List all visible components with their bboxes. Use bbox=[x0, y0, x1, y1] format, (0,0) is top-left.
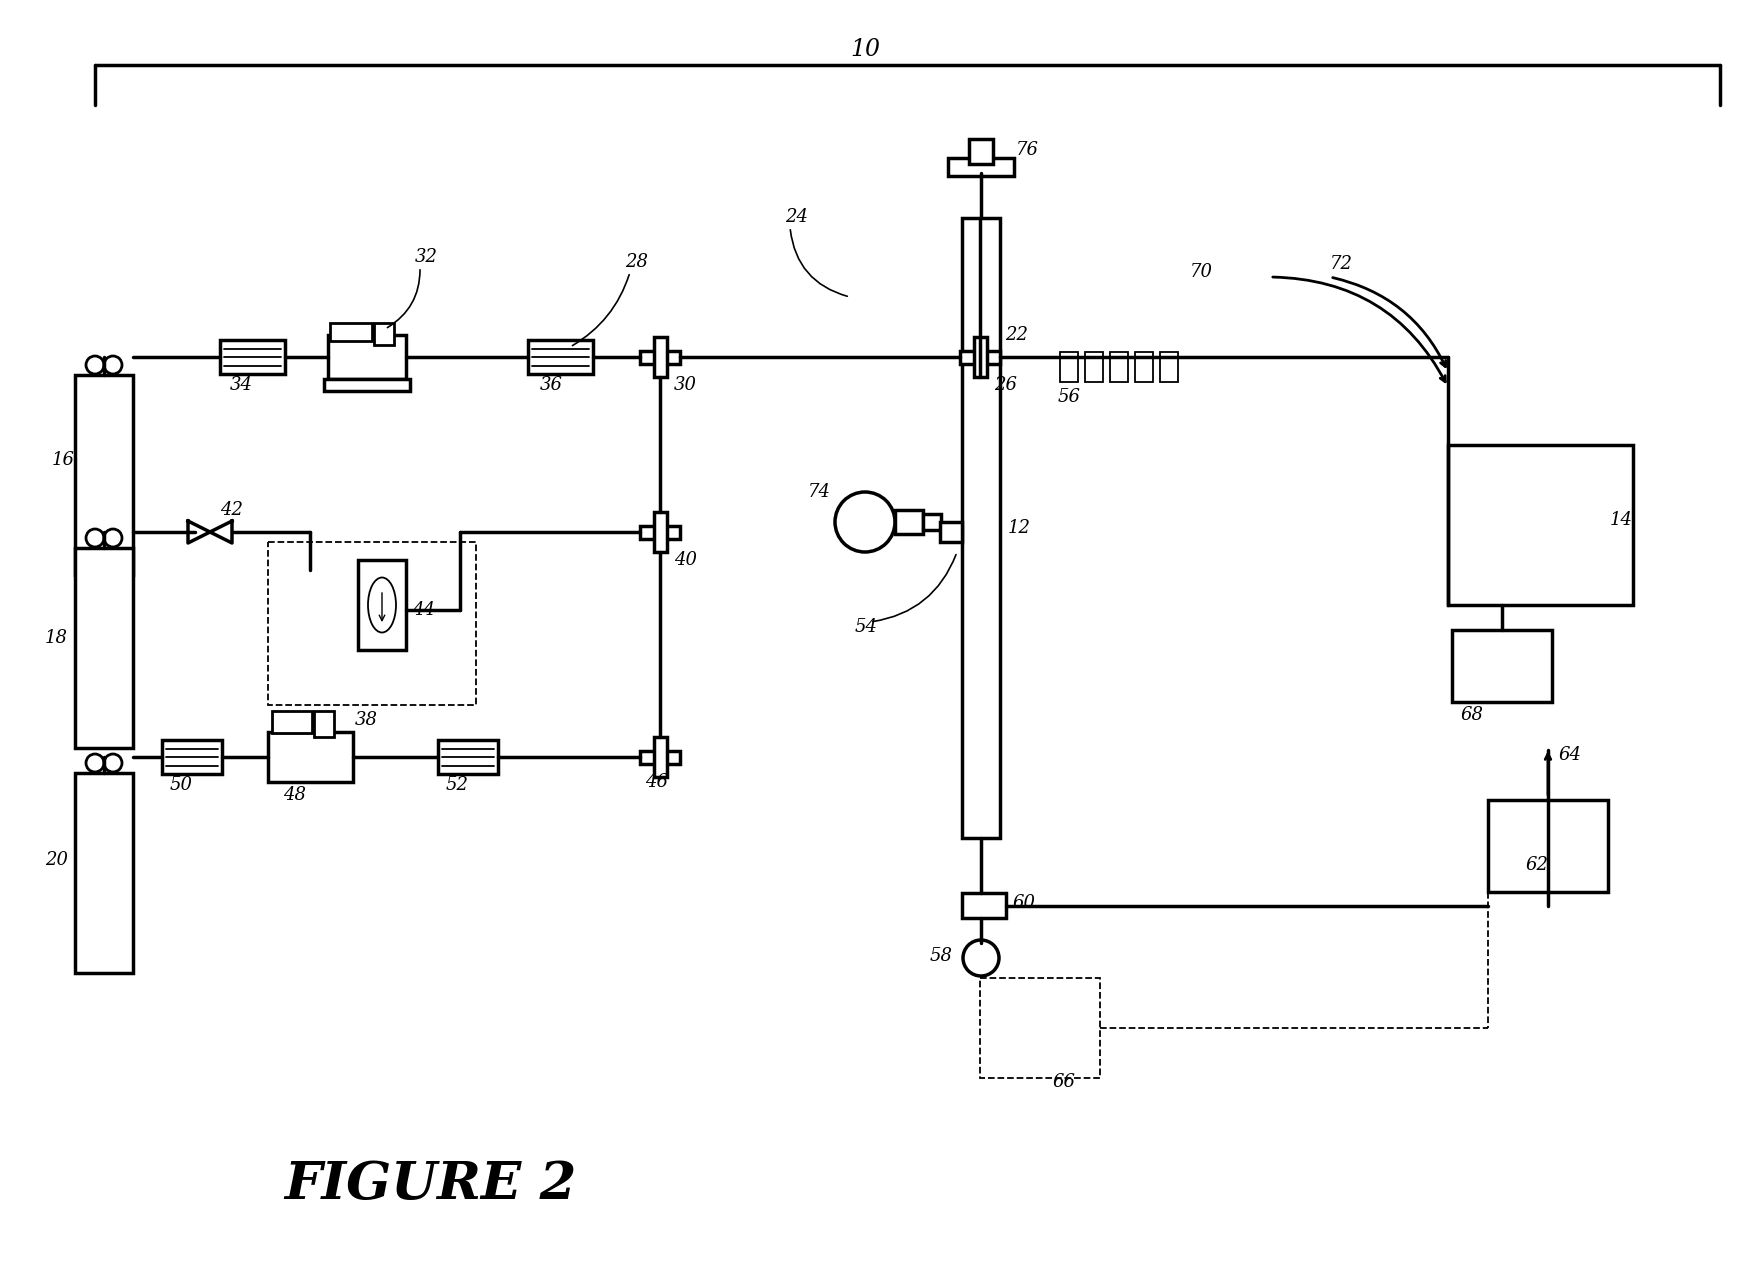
Bar bbox=[438, 740, 498, 774]
Text: 10: 10 bbox=[851, 38, 880, 61]
Bar bbox=[268, 732, 352, 782]
Text: 20: 20 bbox=[46, 850, 69, 869]
Bar bbox=[162, 740, 222, 774]
Text: 48: 48 bbox=[284, 785, 306, 805]
Text: 68: 68 bbox=[1460, 707, 1483, 724]
Text: 74: 74 bbox=[808, 482, 831, 502]
Text: 44: 44 bbox=[412, 601, 435, 619]
Text: 64: 64 bbox=[1558, 746, 1581, 764]
Bar bbox=[969, 139, 993, 164]
Bar bbox=[1109, 353, 1129, 382]
Bar bbox=[962, 892, 1006, 918]
Text: 32: 32 bbox=[416, 248, 438, 266]
Bar bbox=[1085, 353, 1102, 382]
Bar bbox=[653, 737, 667, 777]
Bar bbox=[328, 335, 407, 379]
Bar bbox=[981, 978, 1101, 1078]
Bar bbox=[639, 751, 680, 764]
Text: 70: 70 bbox=[1190, 264, 1213, 281]
Bar bbox=[1488, 799, 1608, 892]
Circle shape bbox=[86, 754, 104, 771]
Bar bbox=[373, 323, 394, 345]
Bar bbox=[639, 351, 680, 364]
Circle shape bbox=[86, 530, 104, 547]
Circle shape bbox=[835, 491, 895, 552]
Text: 14: 14 bbox=[1610, 510, 1632, 530]
Bar bbox=[329, 323, 372, 341]
Bar bbox=[923, 514, 940, 530]
Circle shape bbox=[86, 356, 104, 374]
Text: 38: 38 bbox=[356, 712, 379, 729]
Text: 50: 50 bbox=[171, 777, 194, 794]
Text: 28: 28 bbox=[625, 253, 648, 271]
Text: 26: 26 bbox=[993, 376, 1018, 395]
Circle shape bbox=[104, 530, 122, 547]
Text: 22: 22 bbox=[1006, 326, 1028, 344]
Bar bbox=[960, 351, 1000, 364]
Text: 56: 56 bbox=[1058, 388, 1081, 406]
Bar bbox=[653, 337, 667, 377]
Bar bbox=[895, 510, 923, 533]
Bar bbox=[947, 158, 1014, 176]
Bar bbox=[639, 526, 680, 538]
Text: 58: 58 bbox=[930, 947, 953, 965]
Bar bbox=[653, 512, 667, 552]
Text: 34: 34 bbox=[231, 376, 254, 395]
Text: 62: 62 bbox=[1525, 855, 1548, 875]
Text: 16: 16 bbox=[53, 451, 76, 468]
Bar bbox=[76, 376, 134, 575]
Bar bbox=[528, 340, 593, 374]
Bar bbox=[1060, 353, 1078, 382]
Bar bbox=[962, 218, 1000, 838]
Bar bbox=[1136, 353, 1153, 382]
Polygon shape bbox=[210, 521, 232, 544]
Ellipse shape bbox=[368, 578, 396, 633]
Bar bbox=[324, 379, 410, 391]
Text: 60: 60 bbox=[1013, 894, 1035, 911]
Text: 30: 30 bbox=[674, 376, 697, 395]
Bar bbox=[268, 542, 475, 705]
Bar bbox=[357, 560, 407, 651]
Text: 36: 36 bbox=[541, 376, 564, 395]
Text: 52: 52 bbox=[446, 777, 468, 794]
Text: FIGURE 2: FIGURE 2 bbox=[284, 1160, 576, 1211]
Bar bbox=[974, 337, 986, 377]
Bar bbox=[271, 712, 312, 733]
Text: 18: 18 bbox=[46, 629, 69, 647]
Bar bbox=[1453, 630, 1551, 701]
Text: 72: 72 bbox=[1330, 255, 1352, 272]
Text: 24: 24 bbox=[785, 207, 808, 227]
Polygon shape bbox=[188, 521, 210, 544]
Text: 54: 54 bbox=[856, 617, 879, 636]
Circle shape bbox=[104, 356, 122, 374]
Bar bbox=[940, 522, 962, 542]
Bar bbox=[76, 773, 134, 973]
Circle shape bbox=[963, 939, 998, 976]
Bar bbox=[76, 547, 134, 749]
Text: 12: 12 bbox=[1007, 519, 1030, 537]
Circle shape bbox=[104, 754, 122, 771]
Text: 40: 40 bbox=[674, 551, 697, 569]
Text: 66: 66 bbox=[1051, 1073, 1074, 1091]
Bar bbox=[313, 712, 335, 737]
Bar bbox=[1448, 446, 1632, 605]
Bar bbox=[1160, 353, 1178, 382]
Text: 42: 42 bbox=[220, 502, 243, 519]
Text: 46: 46 bbox=[645, 773, 667, 791]
Bar bbox=[220, 340, 285, 374]
Text: 76: 76 bbox=[1016, 141, 1039, 159]
